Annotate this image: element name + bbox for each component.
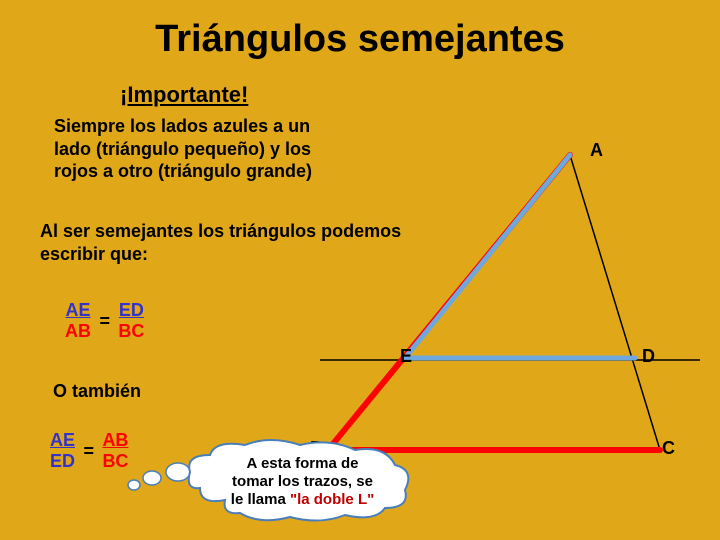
vertex-a: A [590, 140, 603, 161]
callout-l3a: le llama [231, 491, 290, 508]
vertex-d: D [642, 346, 655, 367]
vertex-c: C [662, 438, 675, 459]
callout-text: A esta forma de tomar los trazos, se le … [210, 455, 395, 509]
callout-l1: A esta forma de [247, 455, 359, 472]
side-ac-thin [570, 155, 660, 450]
side-ae-blue [405, 155, 570, 358]
callout-l3b: "la doble L" [290, 491, 374, 508]
vertex-e: E [400, 346, 412, 367]
callout-l2: tomar los trazos, se [232, 473, 373, 490]
